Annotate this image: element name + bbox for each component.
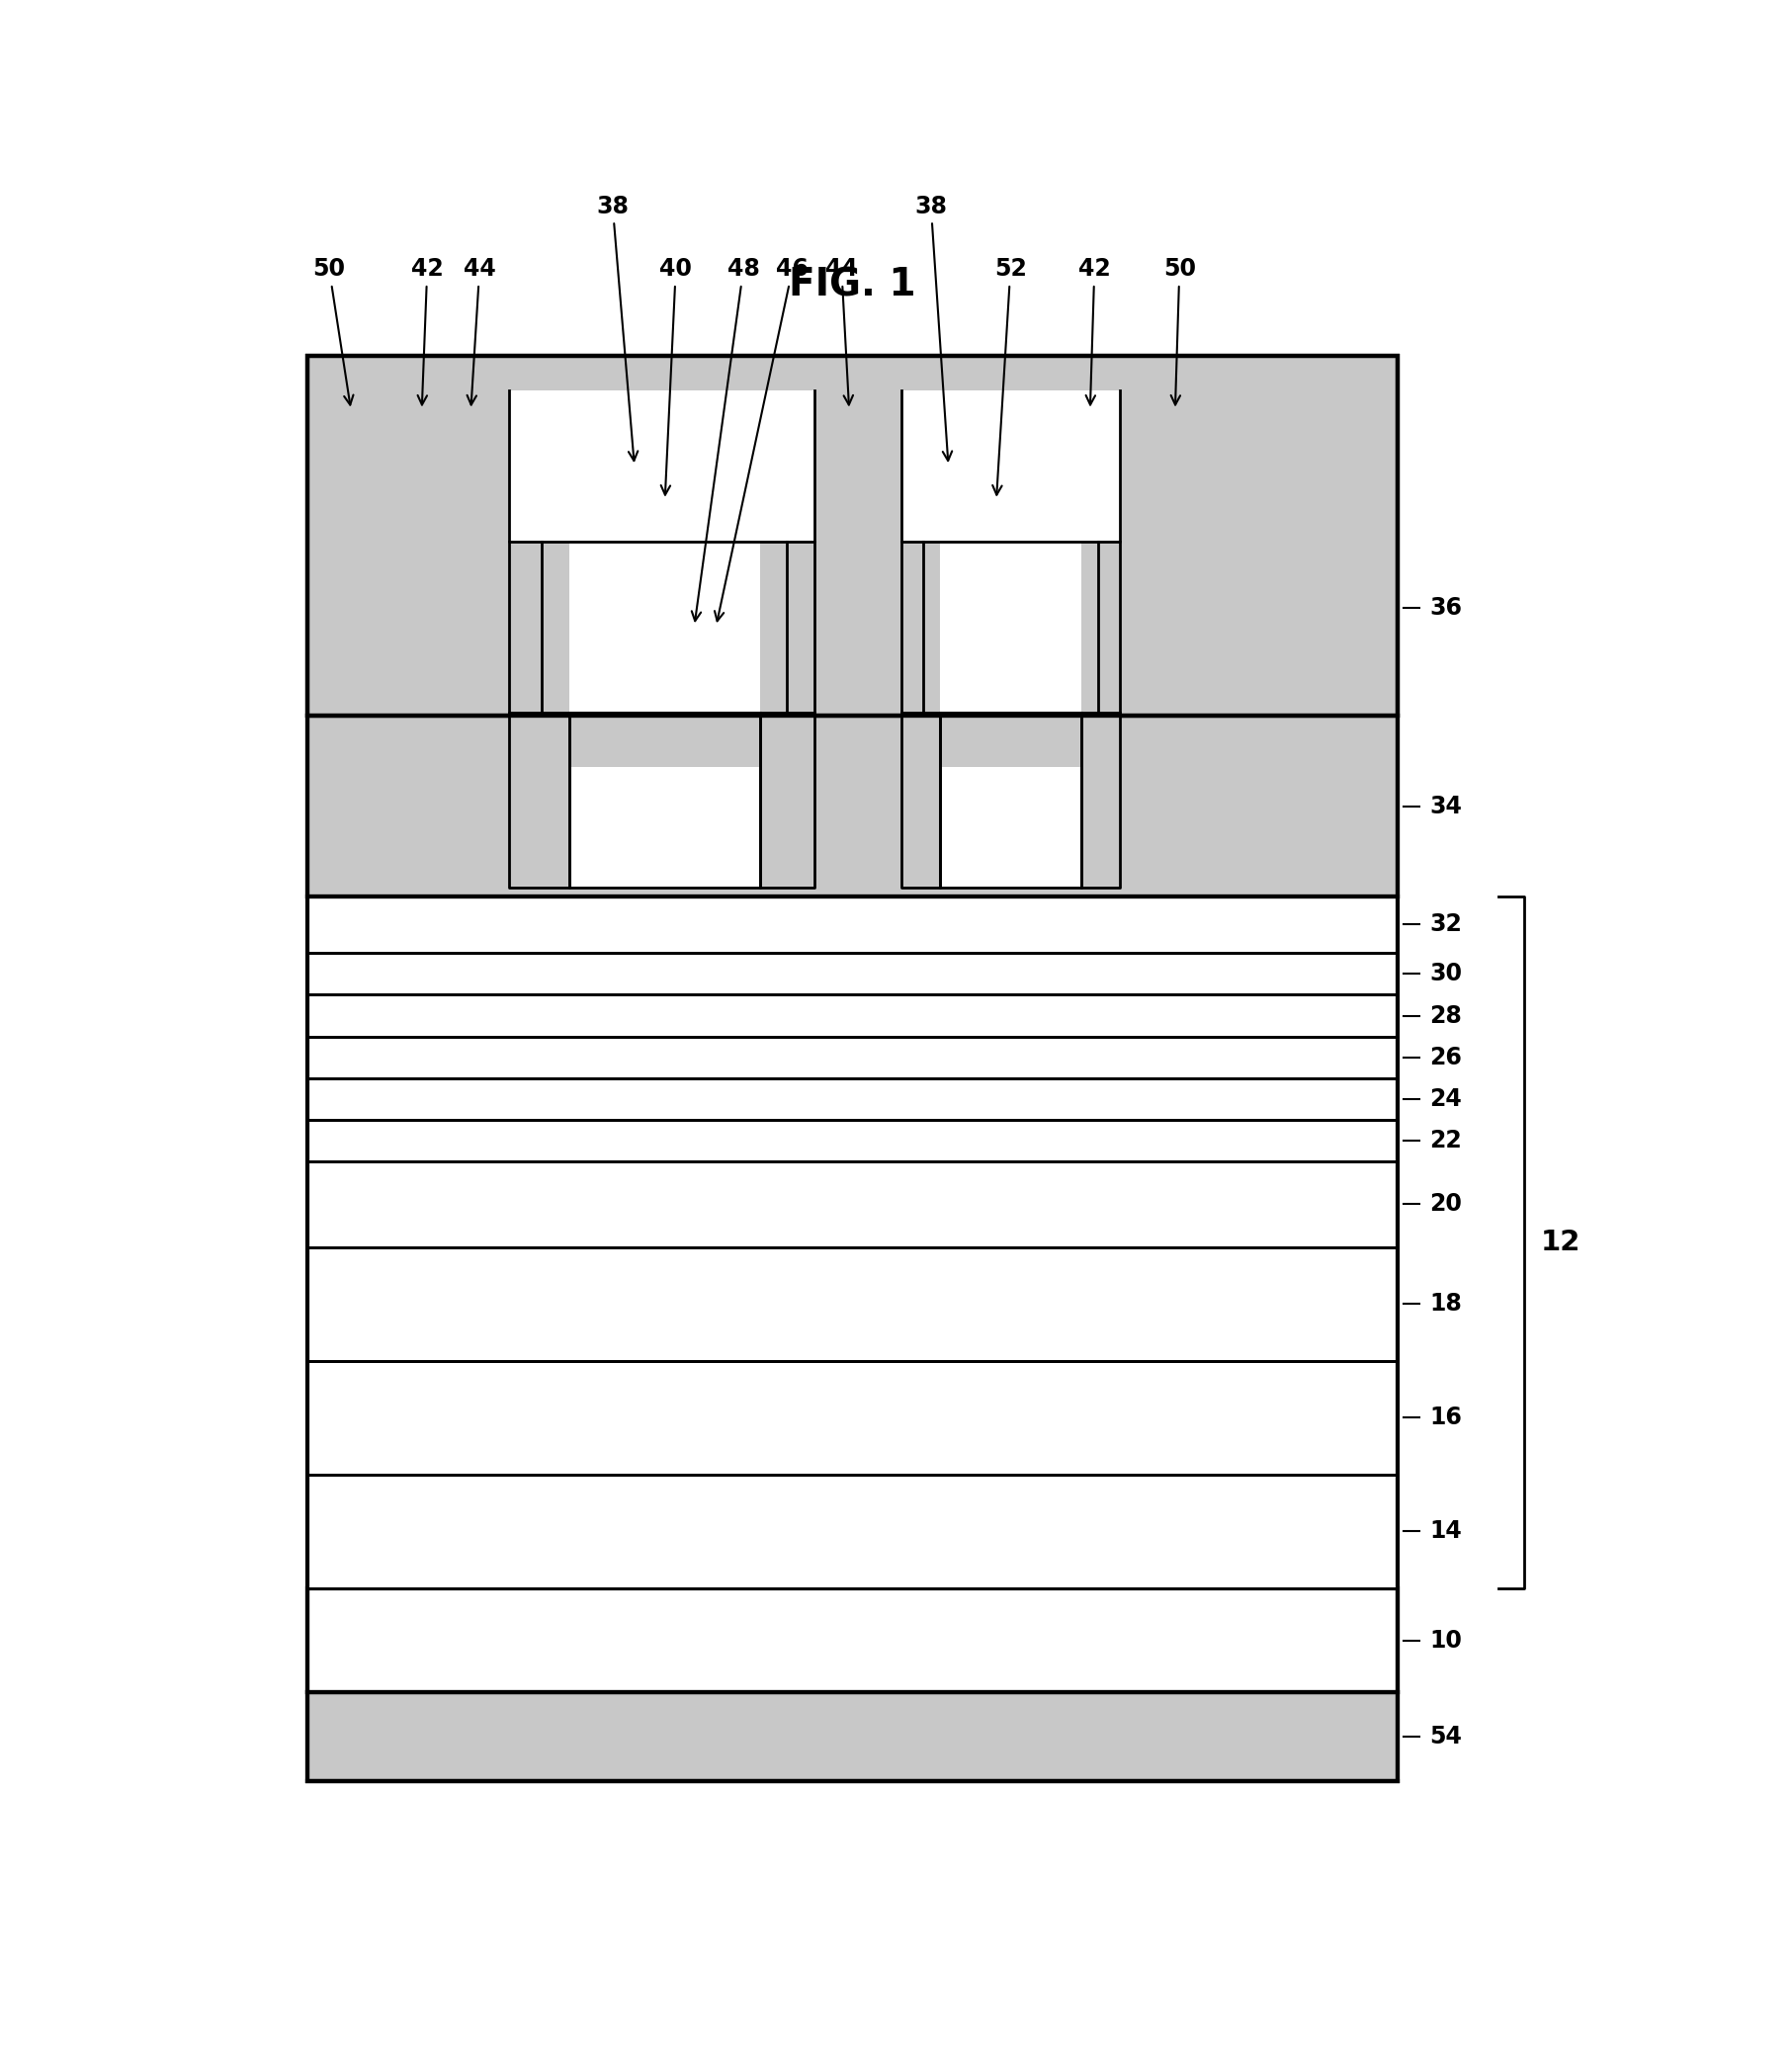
Bar: [509, 542, 541, 712]
Text: 48: 48: [692, 258, 760, 622]
Text: 46: 46: [715, 258, 808, 622]
Bar: [308, 356, 1398, 1782]
Text: 52: 52: [993, 258, 1027, 495]
Text: 42: 42: [410, 258, 443, 405]
Bar: [1098, 542, 1120, 712]
Text: 54: 54: [1430, 1725, 1462, 1749]
Bar: [1081, 542, 1098, 712]
Bar: [308, 1037, 1398, 1078]
Text: 28: 28: [1430, 1005, 1462, 1027]
Text: 38: 38: [597, 194, 638, 460]
Bar: [570, 767, 760, 888]
Text: FIG. 1: FIG. 1: [788, 266, 916, 303]
Text: 50: 50: [1163, 258, 1195, 405]
Text: 44: 44: [464, 258, 496, 405]
Bar: [541, 542, 570, 712]
Bar: [509, 391, 814, 542]
Bar: [308, 716, 1398, 896]
Bar: [509, 716, 814, 888]
Bar: [308, 1246, 1398, 1361]
Text: 26: 26: [1430, 1046, 1462, 1070]
Bar: [901, 391, 1120, 542]
Bar: [939, 542, 1081, 712]
Bar: [308, 1361, 1398, 1475]
Bar: [760, 542, 787, 712]
Bar: [787, 542, 814, 712]
Bar: [308, 356, 1398, 716]
Text: 44: 44: [826, 258, 858, 405]
Text: 12: 12: [1541, 1228, 1581, 1256]
Text: 38: 38: [914, 194, 952, 460]
Text: 24: 24: [1430, 1086, 1462, 1111]
Bar: [308, 356, 1398, 716]
Text: 14: 14: [1430, 1520, 1462, 1543]
Text: 34: 34: [1430, 794, 1462, 818]
Bar: [308, 1078, 1398, 1119]
Text: 36: 36: [1430, 595, 1462, 620]
Text: 40: 40: [659, 258, 692, 495]
Text: 32: 32: [1430, 913, 1462, 937]
Bar: [570, 542, 760, 712]
Bar: [308, 953, 1398, 994]
Bar: [308, 994, 1398, 1037]
Text: 22: 22: [1430, 1129, 1462, 1152]
Bar: [923, 542, 939, 712]
Text: 16: 16: [1430, 1406, 1462, 1430]
Bar: [308, 1588, 1398, 1692]
Bar: [901, 542, 923, 712]
Bar: [308, 1475, 1398, 1588]
Bar: [939, 767, 1081, 888]
Text: 50: 50: [314, 258, 353, 405]
Text: 30: 30: [1430, 962, 1462, 986]
Text: 10: 10: [1430, 1629, 1462, 1653]
Text: 18: 18: [1430, 1291, 1462, 1316]
Bar: [308, 1162, 1398, 1246]
Bar: [308, 1692, 1398, 1782]
Text: 20: 20: [1430, 1193, 1462, 1215]
Bar: [308, 1119, 1398, 1162]
Bar: [901, 716, 1120, 888]
Bar: [308, 896, 1398, 953]
Text: 42: 42: [1079, 258, 1111, 405]
